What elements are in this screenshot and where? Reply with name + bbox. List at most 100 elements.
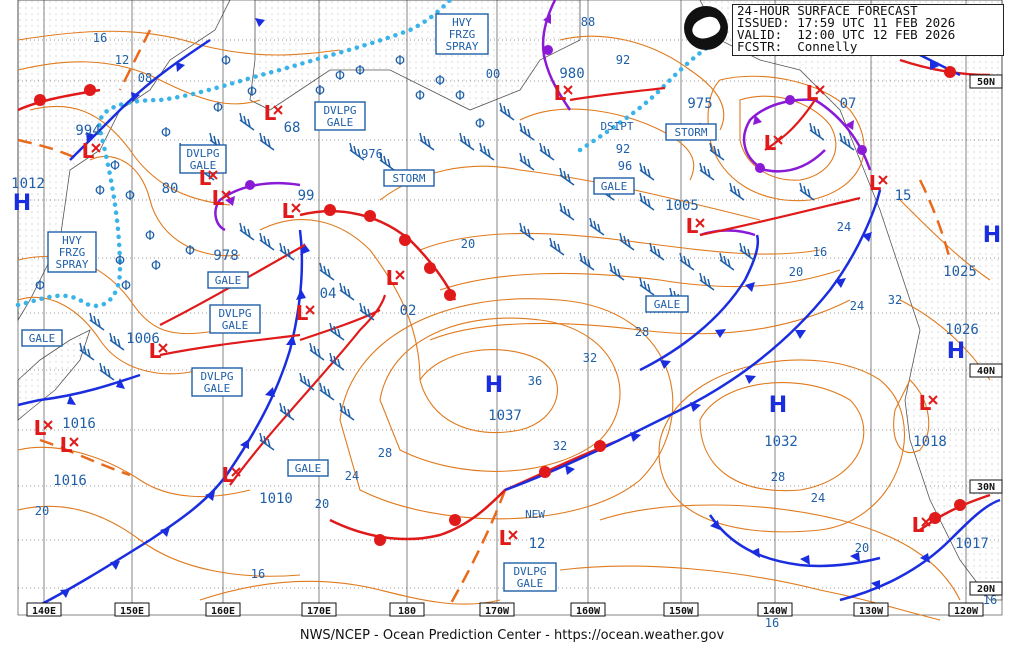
freezing-spray-symbol: Φ — [121, 279, 131, 294]
isobar — [559, 35, 725, 131]
freezing-spray-symbol: Φ — [395, 54, 405, 69]
header-valid: VALID: 12:00 UTC 12 FEB 2026 — [737, 27, 956, 42]
isobar — [658, 359, 905, 533]
warning-text: DVLPG — [218, 307, 251, 320]
center-x-mark — [221, 190, 231, 200]
warning-box-frame — [287, 459, 329, 477]
wind-barbs — [79, 102, 855, 451]
isobar — [17, 505, 301, 577]
isobar — [29, 105, 231, 206]
wind-barb — [609, 262, 625, 281]
wind-barb — [519, 152, 535, 171]
cold-tooth — [920, 553, 930, 563]
isobar-label: 20 — [461, 237, 475, 251]
isobar-label: 00 — [486, 67, 500, 81]
pressure-value: 978 — [213, 248, 238, 264]
warning-boxes: HVYFRZGSPRAYHVYFRZGSPRAYDVLPGGALEDVLPGGA… — [21, 13, 717, 592]
lon-label-text: 150E — [120, 606, 144, 617]
warning-text: GALE — [222, 319, 249, 332]
pressure-value: 12 — [529, 536, 546, 552]
lon-label: 160E — [205, 602, 241, 617]
low-symbol: L — [34, 416, 47, 440]
wind-barb — [559, 202, 575, 221]
lon-label: 140E — [26, 602, 62, 617]
wind-barb — [559, 167, 575, 186]
wind-barb — [349, 142, 365, 161]
lon-label-text: 140W — [763, 606, 788, 617]
cold-tooth — [265, 387, 275, 397]
low-symbol: L — [869, 171, 882, 195]
low-pressure-center: L 1017 — [912, 513, 989, 552]
low-symbol: L — [912, 513, 925, 537]
low-symbol: L — [212, 186, 225, 210]
lon-label: 150W — [663, 602, 699, 617]
low-pressure-center: L02 — [386, 266, 417, 319]
isobar — [519, 108, 695, 181]
lon-label: 150E — [114, 602, 150, 617]
pressure-value: 1016 — [62, 416, 96, 432]
warning-text: HVY — [62, 234, 82, 247]
center-x-mark — [158, 343, 168, 353]
occluded-symbols — [225, 14, 867, 206]
cold-front — [708, 514, 881, 568]
isobar-label: 20 — [315, 497, 329, 511]
cold-tooth — [286, 335, 296, 345]
track-arrow — [764, 99, 816, 151]
lon-label-text: 170E — [307, 606, 331, 617]
pressure-value: 07 — [840, 96, 857, 112]
isobar-label: 88 — [581, 15, 595, 29]
wind-barb — [259, 132, 275, 151]
lon-label-text: 170W — [485, 606, 510, 617]
wind-barb — [519, 222, 535, 241]
lat-label-text: 20N — [977, 584, 995, 595]
freezing-spray-symbol: Φ — [315, 84, 325, 99]
lon-label-text: 160W — [576, 606, 601, 617]
pressure-value: 1018 — [913, 434, 947, 450]
pressure-value: 68 — [284, 120, 301, 136]
pressure-value: 1025 — [943, 264, 977, 280]
isobar — [199, 580, 501, 605]
warning-box: GALE — [207, 271, 249, 289]
cold-tooth — [871, 580, 880, 590]
cold-tooth — [715, 329, 726, 338]
freezing-spray-symbol: Φ — [415, 89, 425, 104]
front-symbols — [34, 14, 966, 598]
warning-text: GALE — [517, 577, 544, 590]
occluded-front — [214, 181, 301, 232]
warm-bump — [444, 289, 456, 301]
trough-line — [918, 179, 952, 261]
freezing-spray-line — [15, 0, 453, 308]
pressure-value: 15 — [895, 188, 912, 204]
wind-barb — [809, 122, 825, 141]
low-pressure-center: L 15 — [869, 171, 912, 204]
occluded-tooth — [225, 196, 235, 206]
freezing-spray-symbol: Φ — [115, 254, 125, 269]
lon-label-box — [663, 602, 699, 617]
cold-tooth — [565, 465, 575, 475]
troughs — [17, 29, 952, 606]
low-symbol: L — [806, 81, 819, 105]
warning-box-frame — [207, 271, 249, 289]
center-x-mark — [208, 170, 218, 180]
wind-barb — [239, 222, 255, 241]
warning-box: STORM — [383, 169, 435, 187]
isobar — [439, 269, 841, 291]
low-symbol: L — [222, 463, 235, 487]
track-arrow — [159, 333, 301, 357]
wind-barb — [729, 182, 745, 201]
low-symbol: L — [149, 339, 162, 363]
track-arrow — [229, 294, 387, 486]
warm-bump — [929, 512, 941, 524]
pressure-value: 1006 — [126, 331, 160, 347]
lon-label: 180 — [389, 602, 425, 617]
warning-box-frame — [21, 329, 63, 347]
warm-bump — [594, 440, 606, 452]
warm-bump — [449, 514, 461, 526]
isobar — [419, 349, 558, 434]
warning-box-frame — [503, 562, 557, 592]
trough-line — [448, 489, 507, 606]
isobar-label: 24 — [837, 220, 851, 234]
warning-text: SPRAY — [55, 258, 88, 271]
